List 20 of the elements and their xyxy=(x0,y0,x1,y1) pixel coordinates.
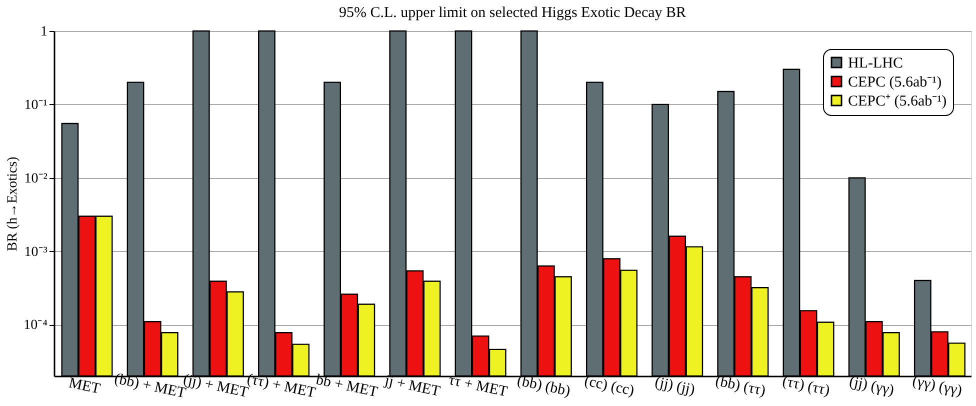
y-tick-label: 10⁻³ xyxy=(24,244,48,260)
y-tick-label: 10⁻² xyxy=(24,171,48,186)
x-tick-label: (jj) (γγ) xyxy=(848,374,896,399)
legend-label: CEPC⁺ (5.6ab⁻¹) xyxy=(848,94,947,110)
y-tick-label: 10⁻¹ xyxy=(24,98,48,113)
x-tick-label: (cc) (cc) xyxy=(582,373,636,400)
x-tick-label: (γγ) (γγ) xyxy=(910,373,964,400)
x-tick-label: (ττ) (ττ) xyxy=(780,374,832,400)
x-tick-label: ττ + MET xyxy=(447,372,509,400)
x-tick-label: (bb) (bb) xyxy=(516,372,572,400)
x-tick-label: MET xyxy=(67,375,102,398)
legend-label: CEPC (5.6ab⁻¹) xyxy=(848,74,942,90)
x-tick-label: (bb) (ττ) xyxy=(714,373,767,400)
y-tick-label: 10⁻⁴ xyxy=(24,318,48,334)
x-tick-label: (ττ) + MET xyxy=(246,371,317,402)
y-tick-label: 1 xyxy=(40,24,48,40)
x-tick-label: (jj) (jj) xyxy=(653,374,696,398)
chart-title: 95% C.L. upper limit on selected Higgs Exotic Decay BR xyxy=(338,5,686,21)
legend-label: HL-LHC xyxy=(848,56,903,72)
y-axis-title: BR (h→Exotics) xyxy=(6,156,21,252)
